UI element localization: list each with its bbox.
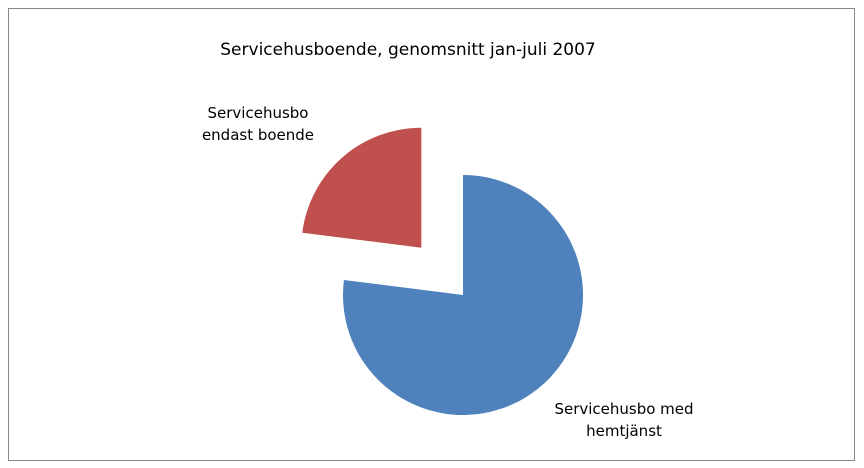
chart-title: Servicehusboende, genomsnitt jan-juli 20… [220, 40, 596, 60]
pie-slice [302, 127, 422, 248]
pie-slice [343, 175, 584, 415]
slice-label: Servicehusbo med hemtjänst [554, 400, 694, 440]
slice-label: Servicehusbo endast boende [201, 104, 315, 144]
